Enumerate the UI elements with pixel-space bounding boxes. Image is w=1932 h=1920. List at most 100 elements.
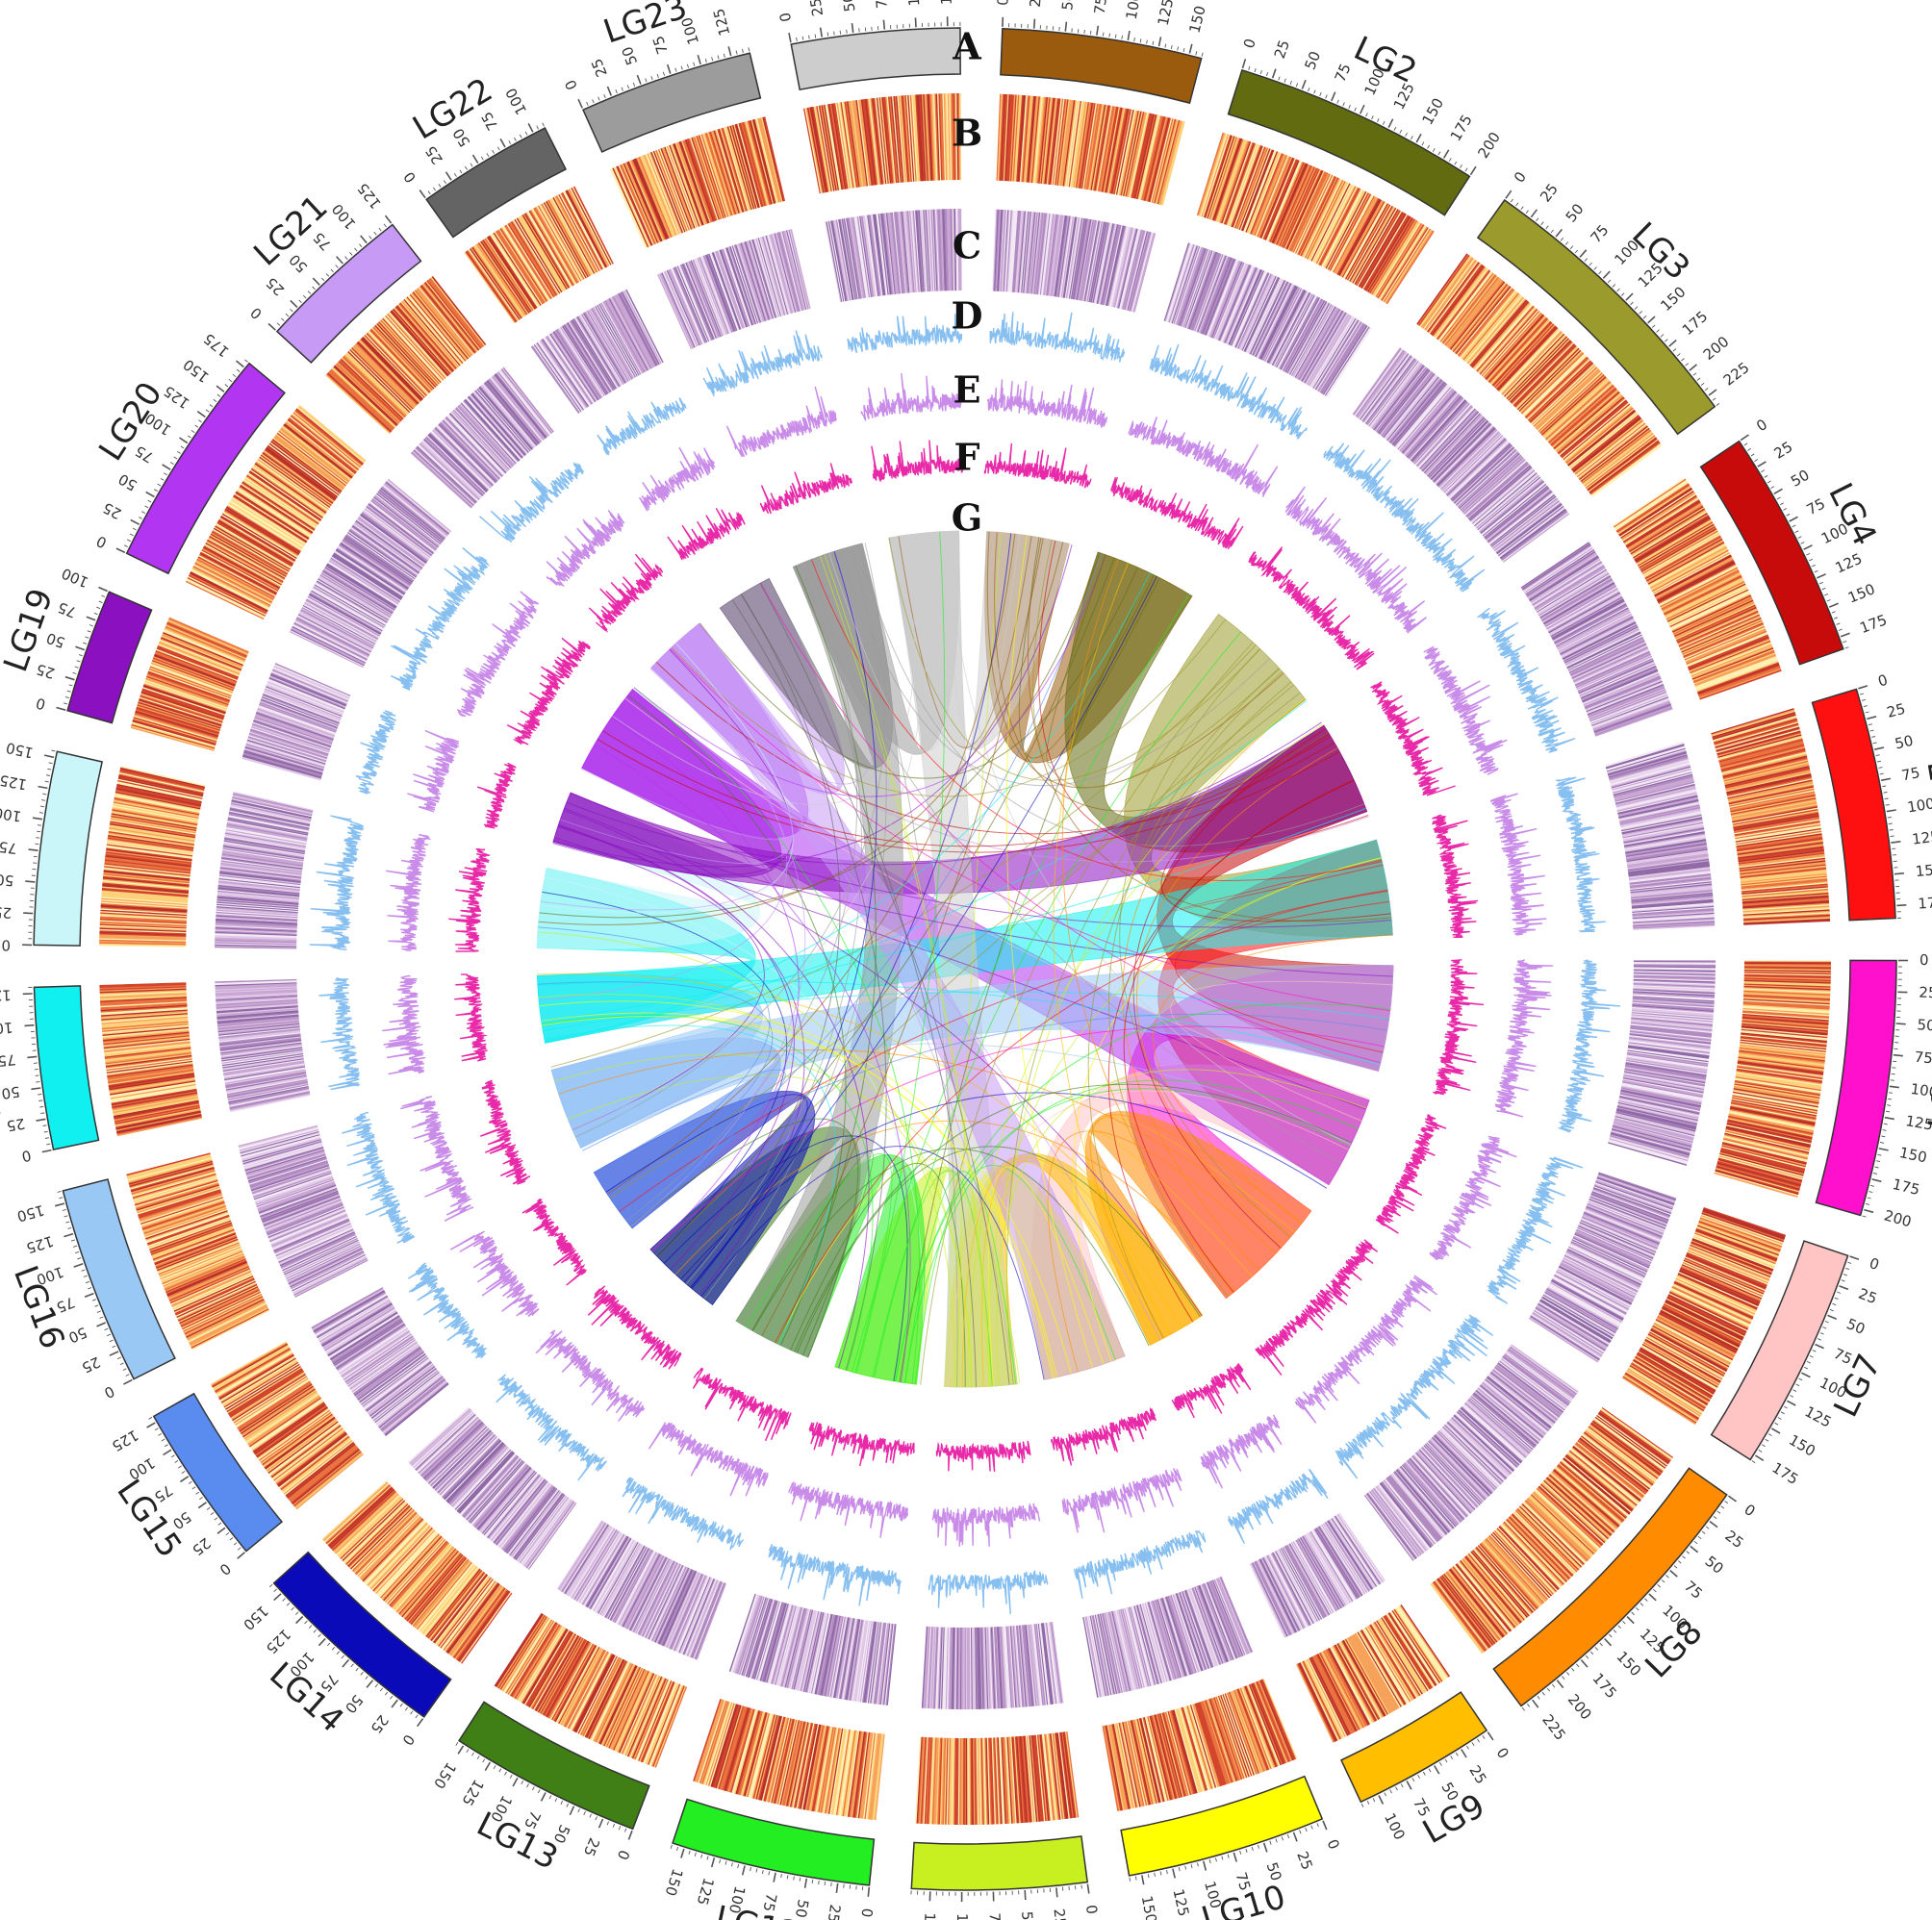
lg12-tick-label: 0: [858, 1907, 877, 1918]
lg2-tick-label: 175: [1447, 112, 1476, 144]
synteny-line: [594, 745, 911, 1383]
synteny-line: [539, 552, 1101, 919]
synteny-line: [1107, 779, 1355, 1323]
lg23-track-f: [759, 463, 853, 515]
synteny-line: [1005, 697, 1306, 1385]
lg4-tick-label: 125: [1833, 550, 1865, 577]
lg1-gene-heatmap: [996, 93, 1185, 206]
lg13-track-d: [622, 1477, 745, 1551]
lg12-label: LG12: [712, 1899, 803, 1920]
lg5-tick-label: 25: [1885, 700, 1907, 721]
lg17-track-e: [382, 974, 426, 1075]
lg19-track-f: [476, 762, 517, 829]
synteny-line: [1047, 1130, 1277, 1373]
lg8-tick-label: 75: [1681, 1578, 1706, 1603]
lg18-tick-label: 125: [0, 771, 28, 794]
synteny-line: [542, 1015, 874, 1371]
lg1-track-e: [986, 379, 1107, 428]
synteny-line: [651, 667, 1161, 1341]
lg3-track-e: [1284, 486, 1427, 634]
lg1-tick-label: 50: [1058, 0, 1078, 12]
lg5-tick-label: 100: [1906, 795, 1932, 816]
lg10-tick-label: 125: [1170, 1887, 1193, 1918]
track-label-g: G: [952, 496, 982, 540]
synteny-line: [700, 1146, 1045, 1380]
synteny-line: [690, 533, 1012, 1288]
lg8-track-e: [1294, 1275, 1438, 1424]
lg11-ideogram: [910, 1835, 1089, 1891]
synteny-line: [1038, 540, 1369, 853]
synteny-line: [568, 1074, 1021, 1384]
lg2-gene-heatmap: [1196, 132, 1435, 305]
synteny-line: [1028, 537, 1391, 922]
lg15-track-f: [521, 1198, 587, 1286]
lg12-tick-label: 50: [792, 1898, 812, 1919]
synteny-line: [545, 876, 925, 1385]
lg16-tick-label: 125: [24, 1232, 56, 1257]
synteny-line: [751, 1149, 874, 1356]
synteny-line: [691, 551, 877, 1290]
synteny-line: [1108, 670, 1284, 1298]
synteny-line: [557, 824, 805, 1296]
lg1-track-f: [983, 442, 1092, 489]
synteny-line: [558, 1048, 1292, 1237]
lg7-density-track: [1528, 1172, 1677, 1363]
lg17-density-track: [215, 978, 311, 1113]
lg18-tick-label: 25: [0, 903, 13, 922]
track-label-b: B: [952, 112, 982, 155]
lg9-label: LG9: [1416, 1786, 1491, 1852]
synteny-line: [572, 1045, 770, 1136]
lg11-tick-label: 50: [1018, 1910, 1036, 1920]
synteny-line: [680, 1092, 1328, 1280]
lg23-tick-label: 125: [710, 7, 734, 38]
lg9-track-f: [1171, 1362, 1252, 1419]
data-tracks: [99, 93, 1831, 1826]
lg20-tick-label: 150: [180, 356, 213, 387]
lg4-tick-label: 25: [1771, 438, 1796, 462]
lg3-tick-label: 150: [1657, 283, 1689, 315]
lg18-ideogram: [33, 750, 104, 947]
lg18-tick-label: 150: [4, 739, 35, 762]
lg5-ticks: 0 25 50 75 100 125 150 175: [1858, 671, 1932, 919]
lg19-tick-label: 100: [59, 565, 90, 592]
lg3-track-f: [1248, 546, 1375, 670]
synteny-line: [759, 583, 977, 1387]
lg4-gene-heatmap: [1613, 477, 1782, 700]
synteny-line: [663, 1135, 908, 1381]
lg24-density-track: [825, 209, 962, 303]
lg7-tick-label: 0: [1868, 1254, 1882, 1274]
lg24-track-f: [871, 440, 963, 483]
lg11-density-track: [921, 1621, 1064, 1710]
lg5-track-d: [1555, 776, 1606, 933]
synteny-line: [625, 561, 858, 1222]
lg23-track-d: [702, 330, 823, 397]
lg9-density-track: [1249, 1512, 1385, 1639]
lg17-tick-label: 25: [5, 1115, 26, 1135]
lg12-tick-label: 25: [825, 1904, 844, 1920]
lg9-track-d: [1227, 1469, 1329, 1544]
lg8-tick-label: 50: [1702, 1553, 1727, 1578]
synteny-line: [961, 1156, 1182, 1388]
lg17-tick-label: 0: [20, 1147, 33, 1166]
lg18-gene-heatmap: [99, 766, 206, 947]
lg3-density-track: [1352, 347, 1570, 563]
lg7-track-e: [1429, 1135, 1517, 1261]
lg15-tick-label: 125: [109, 1427, 141, 1455]
lg10-tick-label: 25: [1293, 1849, 1316, 1872]
lg5-tick-label: 175: [1918, 894, 1932, 913]
lg23-tick-label: 50: [619, 44, 642, 67]
lg24-tick-label: 50: [839, 0, 858, 13]
lg11-track-f: [935, 1440, 1031, 1472]
lg15-tick-label: 25: [189, 1534, 214, 1559]
lg4-tick-label: 50: [1788, 467, 1813, 491]
lg2-tick-label: 200: [1474, 129, 1504, 162]
lg24-track-e: [860, 373, 963, 422]
lg16-track-d: [342, 1111, 416, 1244]
synteny-line: [1073, 857, 1382, 1362]
lg20-tick-label: 50: [115, 470, 140, 494]
lg20-ideogram: [125, 362, 286, 575]
lg23-tick-label: 0: [562, 77, 581, 92]
lg13-tick-label: 150: [430, 1759, 460, 1792]
lg12-density-track: [728, 1593, 897, 1705]
lg18-track-f: [448, 847, 491, 952]
